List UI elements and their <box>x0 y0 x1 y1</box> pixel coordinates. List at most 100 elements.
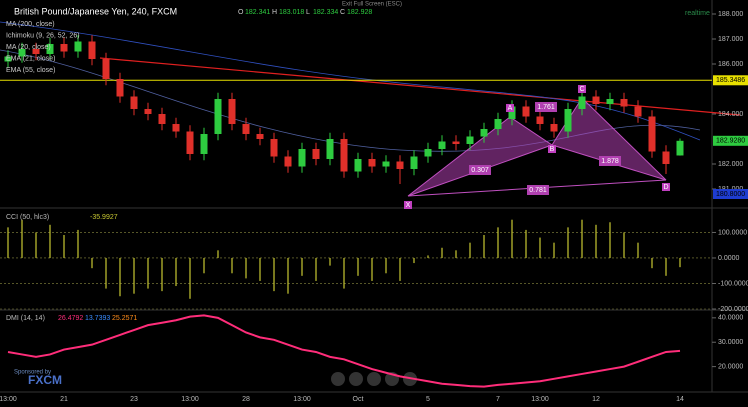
ohlc-key: O <box>238 9 244 16</box>
candle-body <box>158 114 166 124</box>
candle-body <box>466 136 474 144</box>
candle-body <box>494 119 502 129</box>
pattern-point: D <box>663 184 668 191</box>
indicator-legend: EMA (55, close) <box>6 67 55 74</box>
y-tick-label: 30.0000 <box>718 339 743 346</box>
price-label: 185.3486 <box>716 77 745 84</box>
chart-title: British Pound/Japanese Yen, 240, FXCM <box>14 6 177 16</box>
candle-body <box>298 149 306 167</box>
y-tick-label: 187.000 <box>718 36 743 43</box>
candle-body <box>102 59 110 79</box>
ohlc-key: C <box>340 9 345 16</box>
indicator-legend: MA (200, close) <box>6 21 55 28</box>
pattern-point-box <box>404 201 412 209</box>
ohlc-value: 182.334 <box>313 9 338 16</box>
ohlc-value: 182.928 <box>347 9 372 16</box>
indicator-legend: Ichimoku (9, 26, 52, 26) <box>6 32 80 39</box>
x-tick-label: 28 <box>242 396 250 403</box>
y-tick-label: 184.000 <box>718 111 743 118</box>
realtime: realtime <box>685 10 710 17</box>
candle-body <box>214 99 222 134</box>
candle-body <box>326 139 334 159</box>
pattern-point-box <box>578 85 586 93</box>
indicator-legend: MA (20, close) <box>6 44 51 51</box>
pattern-point: X <box>406 202 411 209</box>
ratio-box <box>599 156 621 166</box>
candle-body <box>186 131 194 154</box>
candle-body <box>452 141 460 144</box>
button[interactable] <box>367 372 381 386</box>
candle-body <box>522 106 530 117</box>
candle-body <box>256 134 264 139</box>
candle-body <box>536 116 544 124</box>
panel-value: 25.2571 <box>112 315 137 322</box>
candle-body <box>18 49 26 57</box>
candle-body <box>88 41 96 59</box>
y-tick-label: 186.000 <box>718 61 743 68</box>
dmi-line <box>7 314 681 388</box>
candle-body <box>438 141 446 149</box>
panel-title: DMI (14, 14) <box>6 315 45 322</box>
pattern-point: C <box>579 86 584 93</box>
pattern-ratio: 1.761 <box>537 104 555 111</box>
pattern-ratio: 0.781 <box>529 187 547 194</box>
pattern-point-box <box>548 145 556 153</box>
y-tick-label: 0.0000 <box>718 255 740 262</box>
y-tick-label: 100.0000 <box>718 229 747 236</box>
candle-body <box>46 44 54 54</box>
candle-body <box>676 140 684 156</box>
candle-body <box>382 161 390 167</box>
pattern-ratio: 1.878 <box>601 158 619 165</box>
ratio-box <box>527 185 549 195</box>
sponsored: Sponsored by <box>14 370 51 376</box>
pattern-ratio: 0.307 <box>471 167 489 174</box>
ratio-box <box>469 165 491 175</box>
candle-body <box>410 156 418 169</box>
ratio-box <box>535 102 557 112</box>
candle-body <box>340 139 348 172</box>
candle-body <box>480 129 488 137</box>
trend-line <box>99 57 741 116</box>
x-tick-label: 14 <box>676 396 684 403</box>
pattern-point: A <box>508 105 513 112</box>
brand: FXCM <box>28 373 62 387</box>
candle-body <box>592 96 600 104</box>
candle-body <box>508 106 516 119</box>
panel-value: 26.4792 <box>58 315 83 322</box>
ohlc-key: H <box>272 9 277 16</box>
moving-average <box>0 21 701 141</box>
candle-body <box>368 159 376 167</box>
candle-body <box>578 96 586 109</box>
candle-body <box>242 124 250 134</box>
candle-body <box>270 139 278 157</box>
x-tick-label: Oct <box>353 396 364 403</box>
x-tick-label: 13:00 <box>0 396 17 403</box>
candle-body <box>130 96 138 109</box>
button[interactable] <box>349 372 363 386</box>
candle-body <box>606 99 614 104</box>
candle-body <box>564 109 572 132</box>
panel-value: 13.7393 <box>85 315 110 322</box>
candle-body <box>4 56 12 62</box>
x-tick-label: 23 <box>130 396 138 403</box>
candle-body <box>228 99 236 124</box>
y-tick-label: -200.0000 <box>718 306 748 313</box>
x-tick-label: 5 <box>426 396 430 403</box>
pattern-point-box <box>662 183 670 191</box>
price-label: 182.9280 <box>716 138 745 145</box>
ohlc-key: L <box>306 9 310 16</box>
candle-body <box>172 124 180 132</box>
price-label-box <box>713 75 748 86</box>
x-tick-label: 21 <box>60 396 68 403</box>
candle-body <box>32 49 40 54</box>
button[interactable] <box>331 372 345 386</box>
y-tick-label: 188.000 <box>718 11 743 18</box>
candle-body <box>620 99 628 107</box>
candle-body <box>60 44 68 52</box>
exit-fullscreen[interactable]: Exit Full Screen (ESC) <box>342 2 402 8</box>
price-label: 180.8000 <box>716 191 745 198</box>
price-label-box <box>713 189 748 199</box>
x-tick-label: 13:00 <box>531 396 549 403</box>
candle-body <box>648 116 656 152</box>
